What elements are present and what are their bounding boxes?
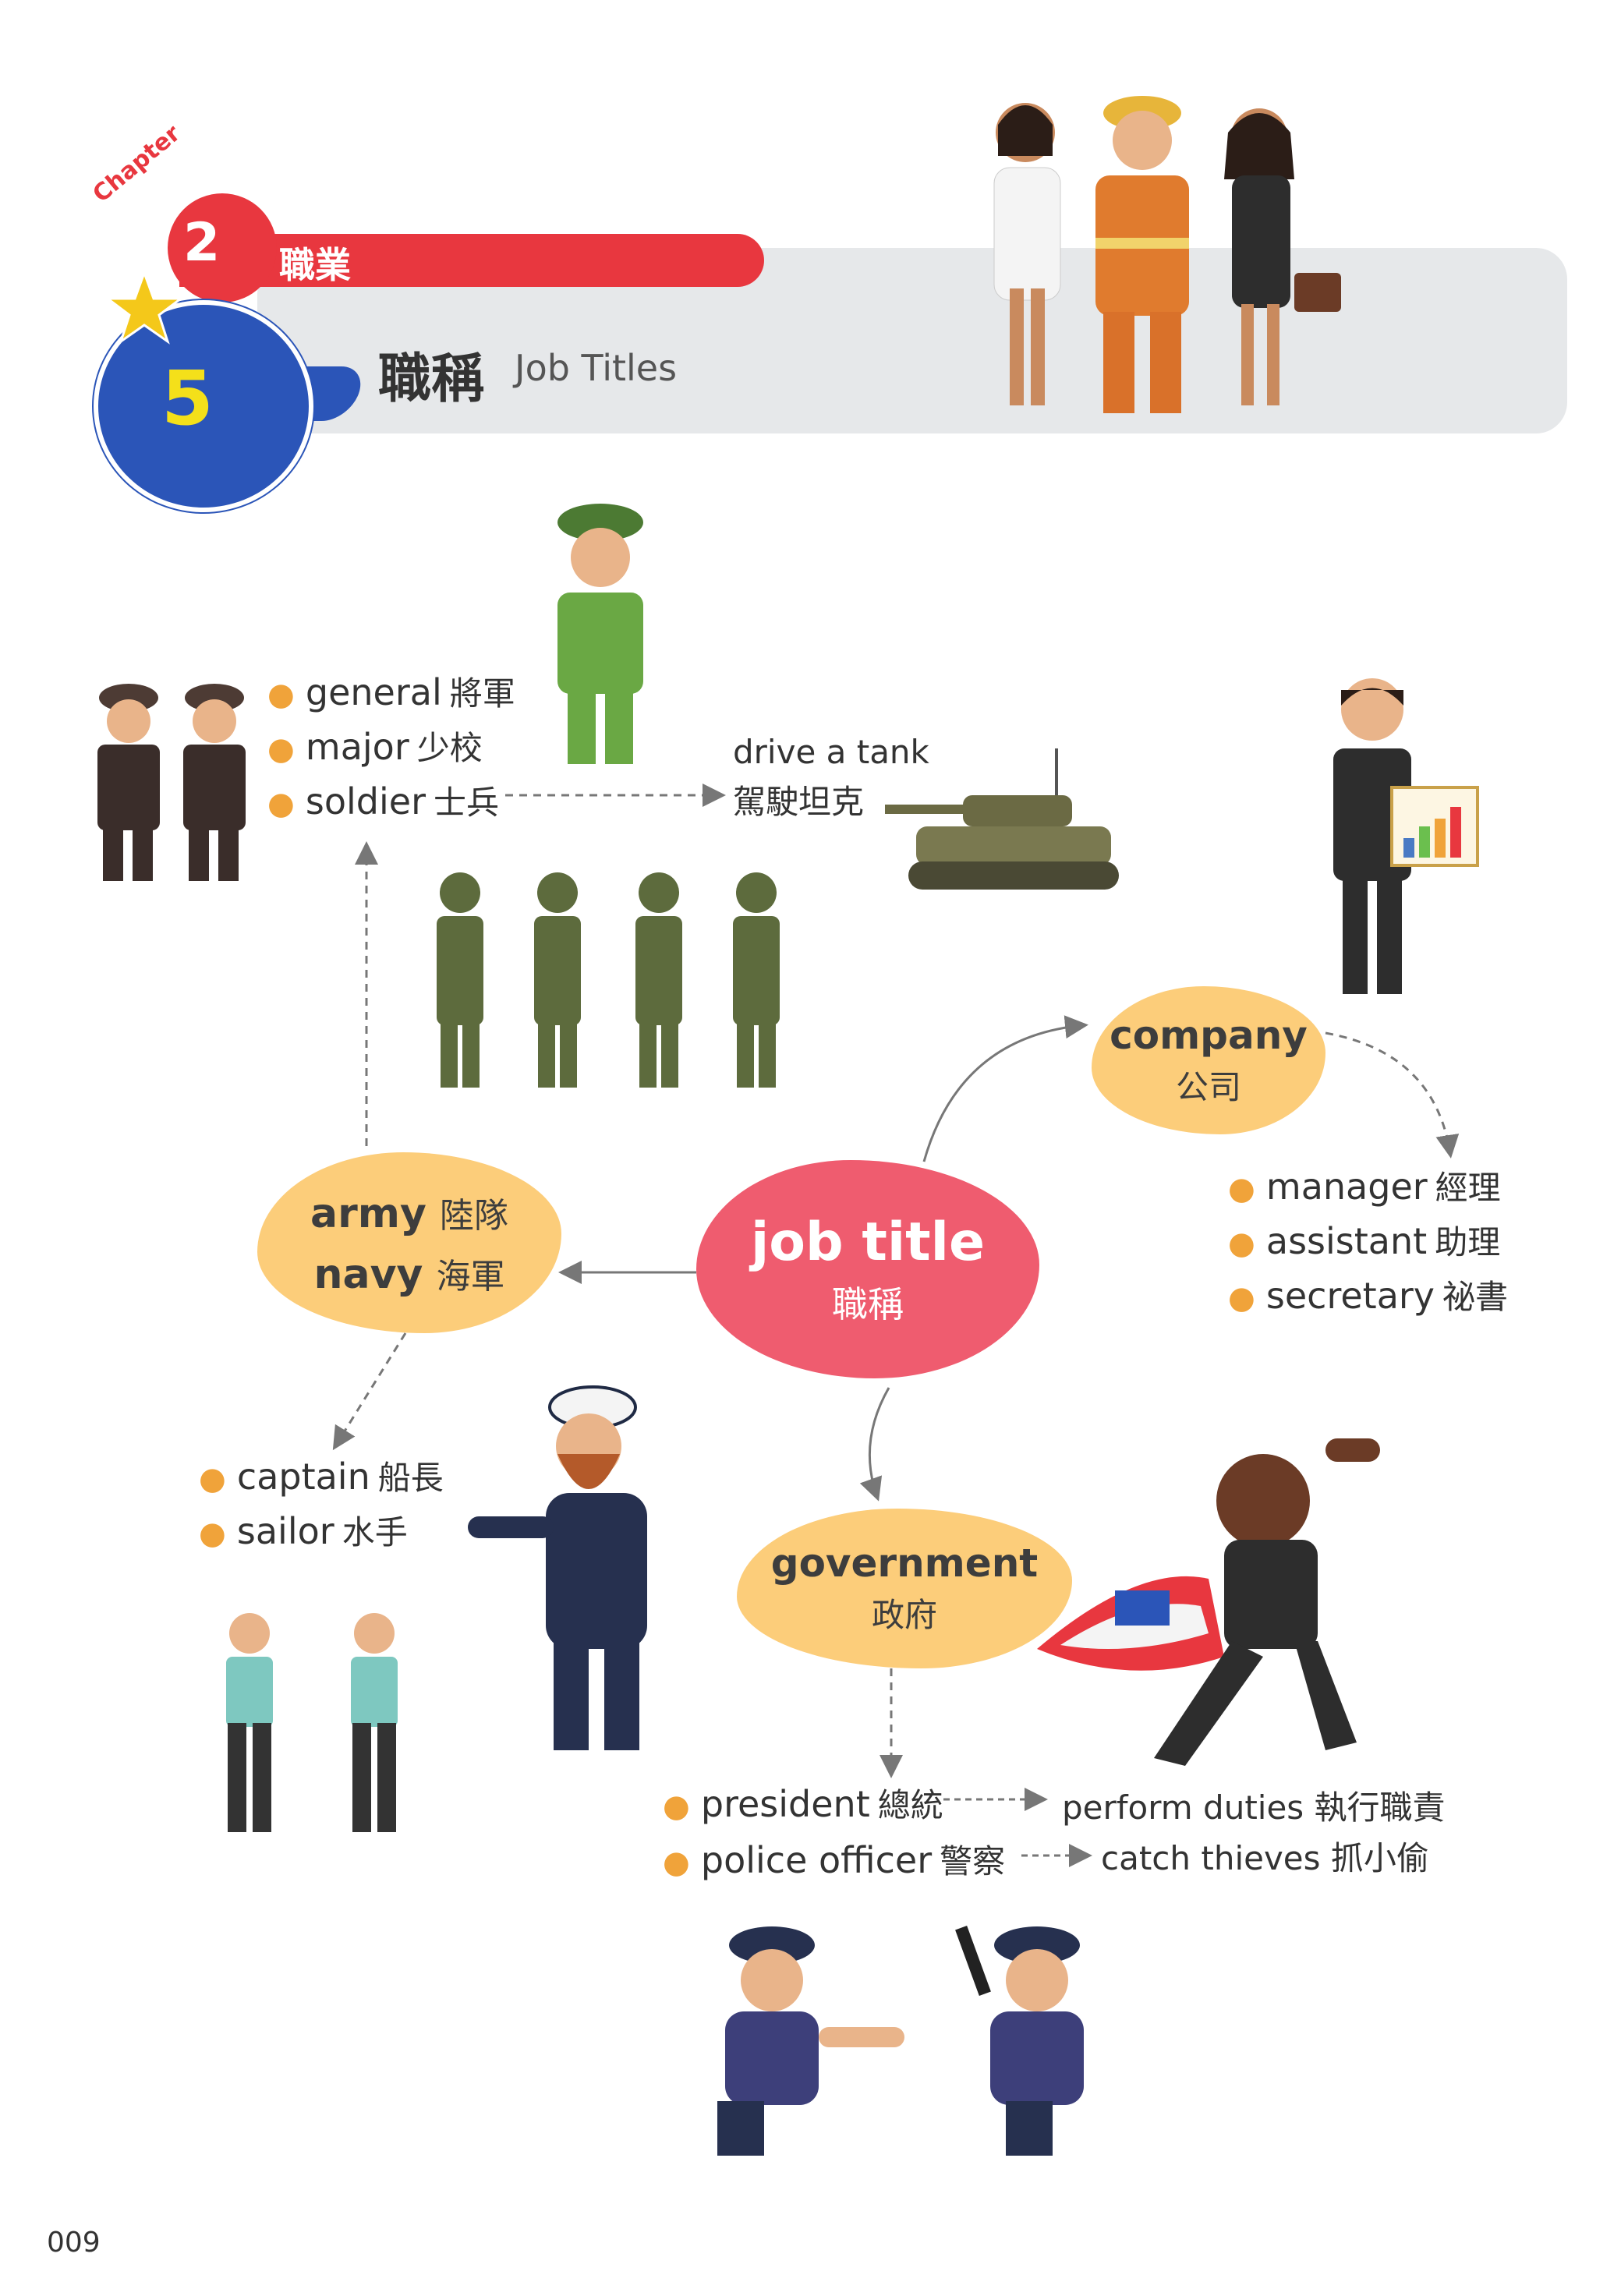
rank-general: ● general 將軍	[267, 667, 515, 715]
company-bubble: company 公司	[1092, 986, 1325, 1134]
police-illustration	[686, 1918, 1185, 2167]
company-label-en: company	[1110, 1013, 1308, 1058]
president-illustration	[1029, 1423, 1435, 1781]
sailors-illustration	[179, 1606, 444, 1840]
job-secretary: ● secretary 祕書	[1228, 1271, 1508, 1318]
center-title-zh: 職稱	[832, 1276, 904, 1328]
job-police-officer: ● police officer 警察	[663, 1835, 1005, 1883]
general-illustration	[530, 499, 671, 772]
army-navy-bubble: army 陸隊 navy 海軍	[257, 1152, 561, 1333]
tank-phrase-en: drive a tank	[733, 733, 929, 771]
company-label-zh: 公司	[1176, 1061, 1241, 1109]
rank-major: ● major 少校	[267, 722, 483, 769]
bullet-dot: ●	[1228, 1280, 1255, 1316]
officers-illustration	[86, 674, 265, 885]
police-phrase: catch thieves 抓小偷	[1101, 1832, 1429, 1880]
job-captain: ● captain 船長	[199, 1452, 444, 1499]
government-label-en: government	[771, 1541, 1038, 1586]
rank-soldier: ● soldier 士兵	[267, 777, 499, 824]
captain-illustration	[460, 1376, 702, 1758]
president-phrase: perform duties 執行職責	[1062, 1781, 1446, 1829]
job-assistant: ● assistant 助理	[1228, 1216, 1500, 1264]
job-sailor: ● sailor 水手	[199, 1506, 408, 1554]
navy-label: navy 海軍	[314, 1248, 505, 1298]
bullet-dot: ●	[267, 731, 295, 767]
bullet-dot: ●	[1228, 1171, 1255, 1207]
job-title-bubble: job title 職稱	[696, 1160, 1039, 1378]
businessman-illustration	[1294, 674, 1481, 1002]
bullet-dot: ●	[1228, 1226, 1255, 1261]
center-title-en: job title	[751, 1212, 985, 1273]
bullet-dot: ●	[199, 1516, 226, 1551]
bullet-dot: ●	[663, 1788, 690, 1824]
bullet-dot: ●	[267, 786, 295, 822]
bullet-dot: ●	[267, 677, 295, 713]
tank-phrase-zh: 駕駛坦克	[733, 776, 864, 823]
job-president: ● president 總統	[663, 1779, 943, 1827]
bullet-dot: ●	[663, 1845, 690, 1880]
government-label-zh: 政府	[872, 1589, 937, 1636]
page-number: 009	[47, 2227, 101, 2259]
job-manager: ● manager 經理	[1228, 1162, 1501, 1209]
bullet-dot: ●	[199, 1461, 226, 1497]
soldiers-illustration	[405, 865, 811, 1099]
army-label: army 陸隊	[310, 1187, 508, 1237]
government-bubble: government 政府	[737, 1509, 1072, 1668]
